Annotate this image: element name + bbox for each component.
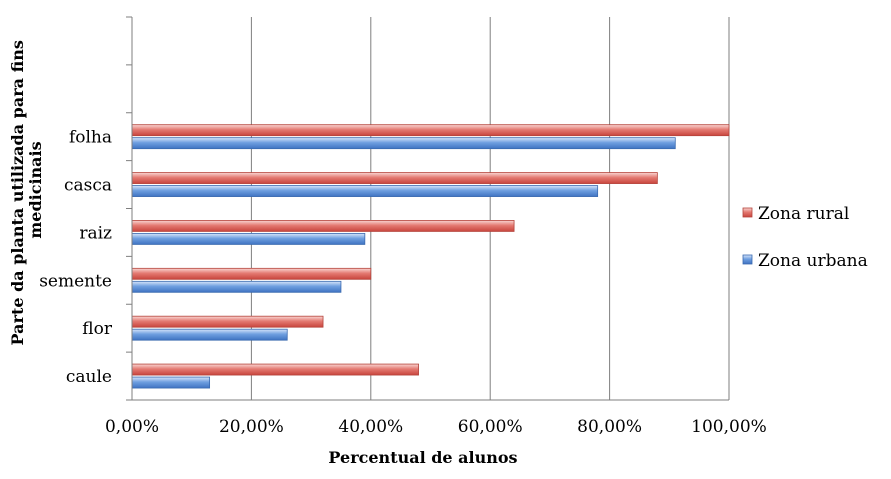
bar: [131, 220, 515, 232]
y-tick-label: folha: [69, 128, 112, 148]
bar: [131, 185, 599, 197]
y-tick-label: raiz: [79, 223, 112, 243]
x-tick-label: 100,00%: [691, 417, 767, 437]
y-axis-title: Parte da planta utilizada para fins medi…: [8, 35, 45, 346]
bar: [131, 328, 288, 341]
y-axis-title-line-2: medicinais: [26, 141, 45, 238]
y-tick-label: casca: [64, 176, 112, 196]
bar: [131, 363, 419, 376]
legend-label: Zona rural: [758, 204, 849, 224]
legend-label: Zona urbana: [758, 251, 868, 271]
bar: [131, 280, 342, 293]
x-tick-label: 80,00%: [577, 417, 642, 437]
y-tick-label: caule: [66, 367, 112, 387]
bar: [131, 267, 372, 280]
bar: [131, 376, 211, 389]
bar: [131, 172, 658, 184]
x-tick-label: 20,00%: [219, 417, 284, 437]
x-tick-label: 60,00%: [458, 417, 523, 437]
legend-swatch: [742, 254, 753, 265]
bar: [131, 233, 366, 245]
y-axis-title-line-1: Parte da planta utilizada para fins: [8, 40, 27, 345]
bar: [131, 315, 324, 328]
x-tick-label: 40,00%: [338, 417, 403, 437]
x-tick-label: 0,00%: [105, 417, 159, 437]
y-tick-label: flor: [82, 319, 113, 339]
legend-swatch: [742, 207, 753, 218]
y-tick-label: semente: [39, 271, 112, 291]
bar: [131, 124, 730, 137]
bar: [131, 137, 676, 150]
x-axis-title: Percentual de alunos: [328, 448, 517, 467]
